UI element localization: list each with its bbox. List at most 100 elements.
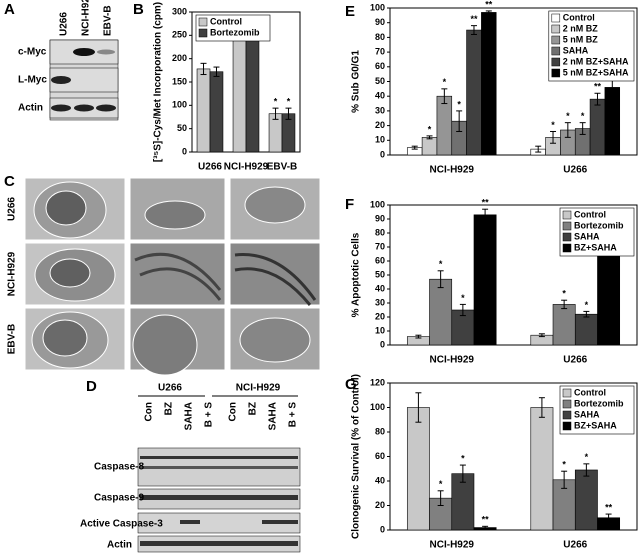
- row-label: EBV-B: [7, 324, 18, 355]
- lane-label: SAHA: [184, 402, 195, 430]
- legend-label: Bortezomib: [574, 220, 624, 230]
- error-bar: [583, 310, 590, 318]
- y-tick-label: 20: [375, 500, 385, 510]
- lane-label: BZ: [248, 402, 259, 415]
- legend-swatch: [562, 210, 572, 220]
- significance: *: [581, 111, 585, 121]
- legend-label: Bortezomib: [574, 398, 624, 408]
- x-tick-label: NCI-H929: [430, 165, 475, 176]
- legend-swatch: [551, 68, 561, 78]
- error-bar: [538, 397, 545, 418]
- lane-label: BZ: [164, 402, 175, 415]
- y-axis-label: [³⁵S]-Cys/Met Incorporation (cpm): [153, 2, 164, 162]
- bar: [604, 87, 621, 156]
- blot-a: [49, 39, 119, 121]
- row-label: Caspase-9: [94, 493, 144, 504]
- y-tick-label: 0: [182, 146, 187, 156]
- lane-label: U266: [59, 12, 70, 36]
- significance: *: [274, 97, 278, 107]
- significance: *: [562, 460, 566, 470]
- panel-letter: A: [4, 1, 15, 18]
- y-tick-label: 30: [375, 297, 385, 307]
- legend-swatch: [551, 57, 561, 67]
- error-bar: [594, 92, 601, 106]
- significance: **: [605, 502, 613, 512]
- significance: *: [287, 97, 291, 107]
- y-tick-label: 100: [370, 199, 385, 209]
- x-tick-label: U266: [563, 165, 587, 176]
- y-tick-label: 100: [172, 100, 187, 110]
- x-tick-label: NCI-H929: [224, 162, 269, 173]
- error-bar: [550, 130, 557, 144]
- legend-label: BZ+SAHA: [574, 420, 617, 430]
- bar: [589, 98, 606, 156]
- panel-letter: D: [86, 378, 97, 395]
- error-bar: [437, 270, 444, 289]
- legend-swatch: [562, 421, 572, 431]
- legend-swatch: [198, 17, 208, 27]
- lane-label: NCI-H929: [81, 0, 92, 36]
- legend-swatch: [562, 221, 572, 231]
- lane-label: Con: [228, 402, 239, 421]
- bar: [436, 95, 453, 156]
- legend-label: 5 nM BZ: [563, 34, 599, 44]
- error-bar: [485, 10, 492, 15]
- y-tick-label: 100: [370, 2, 385, 12]
- row-label: c-Myc: [18, 47, 47, 58]
- x-tick-label: NCI-H929: [430, 355, 475, 366]
- significance: *: [551, 120, 555, 130]
- lane-label: EBV-B: [103, 5, 114, 36]
- legend-label: 2 nM BZ+SAHA: [563, 56, 629, 66]
- y-axis-label: % Sub G0/G1: [351, 50, 362, 113]
- significance: *: [439, 479, 443, 489]
- y-tick-label: 0: [380, 339, 385, 349]
- legend-label: 5 nM BZ+SAHA: [563, 67, 629, 77]
- row-label: NCI-H929: [7, 251, 18, 296]
- error-bar: [456, 110, 463, 132]
- legend-label: SAHA: [563, 45, 589, 55]
- y-tick-label: 70: [375, 46, 385, 56]
- y-tick-label: 90: [375, 17, 385, 27]
- x-tick-label: U266: [198, 162, 222, 173]
- error-bar: [200, 62, 207, 76]
- error-bar: [285, 107, 292, 120]
- legend-swatch: [551, 46, 561, 56]
- bar: [530, 407, 554, 531]
- y-tick-label: 10: [375, 325, 385, 335]
- bar: [552, 304, 576, 346]
- y-tick-label: 250: [172, 30, 187, 40]
- significance: *: [562, 289, 566, 299]
- legend-box: [195, 14, 271, 42]
- significance: *: [585, 300, 589, 310]
- legend-label: Control: [210, 16, 242, 26]
- y-tick-label: 0: [380, 149, 385, 159]
- row-label: Actin: [18, 103, 43, 114]
- x-tick-label: U266: [563, 540, 587, 551]
- y-tick-label: 0: [380, 524, 385, 534]
- y-tick-label: 10: [375, 135, 385, 145]
- row-label: Caspase-8: [94, 462, 144, 473]
- error-bar: [437, 490, 444, 506]
- bar: [421, 137, 438, 156]
- y-tick-label: 150: [172, 76, 187, 86]
- y-tick-label: 100: [370, 402, 385, 412]
- x-tick-label: EBV-B: [267, 162, 298, 173]
- bar: [429, 278, 453, 346]
- legend-swatch: [562, 232, 572, 242]
- legend-box: [548, 10, 635, 82]
- legend-label: Control: [574, 387, 606, 397]
- y-tick-label: 50: [177, 123, 187, 133]
- y-axis-label: Clonogenic Survival (% of Control): [351, 374, 362, 539]
- significance: **: [482, 515, 490, 525]
- error-bar: [459, 464, 466, 483]
- bar: [209, 71, 224, 153]
- y-tick-label: 90: [375, 213, 385, 223]
- row-label: U266: [7, 197, 18, 221]
- legend-label: Control: [574, 209, 606, 219]
- y-tick-label: 60: [375, 451, 385, 461]
- legend-label: SAHA: [574, 231, 600, 241]
- panel-letter: E: [345, 3, 355, 20]
- error-bar: [561, 470, 568, 489]
- y-tick-label: 60: [375, 255, 385, 265]
